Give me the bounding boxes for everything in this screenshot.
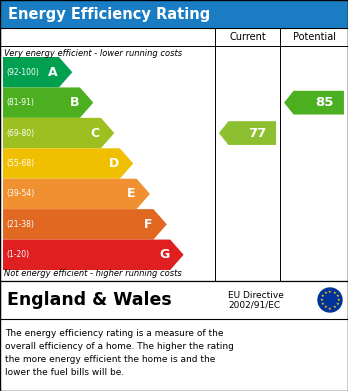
Text: Very energy efficient - lower running costs: Very energy efficient - lower running co…: [4, 48, 182, 57]
Text: ★: ★: [321, 294, 325, 298]
Text: (92-100): (92-100): [6, 68, 39, 77]
Polygon shape: [219, 121, 276, 145]
Text: E: E: [127, 187, 136, 201]
Text: ★: ★: [328, 289, 332, 294]
Text: Potential: Potential: [293, 32, 335, 42]
Polygon shape: [3, 118, 114, 148]
Text: Not energy efficient - higher running costs: Not energy efficient - higher running co…: [4, 269, 182, 278]
Text: Energy Efficiency Rating: Energy Efficiency Rating: [8, 7, 210, 22]
Text: (69-80): (69-80): [6, 129, 34, 138]
Text: D: D: [109, 157, 119, 170]
Text: ★: ★: [328, 307, 332, 310]
Text: ★: ★: [321, 302, 325, 306]
Bar: [0, 28, 348, 281]
Polygon shape: [284, 91, 344, 115]
Text: ★: ★: [337, 298, 340, 302]
Text: F: F: [144, 218, 152, 231]
Polygon shape: [3, 209, 167, 240]
Text: ★: ★: [319, 298, 323, 302]
Polygon shape: [3, 88, 93, 118]
Polygon shape: [3, 57, 72, 88]
Text: ★: ★: [335, 294, 339, 298]
Text: C: C: [91, 127, 100, 140]
Text: G: G: [159, 248, 169, 261]
Text: (21-38): (21-38): [6, 220, 34, 229]
Text: (55-68): (55-68): [6, 159, 34, 168]
Bar: [0, 281, 348, 319]
Text: Current: Current: [229, 32, 266, 42]
Polygon shape: [3, 240, 184, 270]
Text: ★: ★: [335, 302, 339, 306]
Text: A: A: [48, 66, 58, 79]
Text: ★: ★: [332, 305, 336, 309]
Text: 85: 85: [315, 96, 333, 109]
Text: 77: 77: [248, 127, 266, 140]
Text: ★: ★: [324, 305, 327, 309]
Text: EU Directive: EU Directive: [228, 291, 284, 300]
Polygon shape: [3, 148, 133, 179]
Circle shape: [318, 288, 342, 312]
Text: 2002/91/EC: 2002/91/EC: [228, 301, 280, 310]
Text: (1-20): (1-20): [6, 250, 29, 259]
Text: B: B: [69, 96, 79, 109]
Text: (39-54): (39-54): [6, 189, 34, 198]
Text: (81-91): (81-91): [6, 98, 34, 107]
Bar: [0, 0, 348, 28]
Text: ★: ★: [332, 291, 336, 295]
Polygon shape: [3, 179, 150, 209]
Text: ★: ★: [324, 291, 327, 295]
Text: The energy efficiency rating is a measure of the
overall efficiency of a home. T: The energy efficiency rating is a measur…: [5, 329, 234, 377]
Text: England & Wales: England & Wales: [7, 291, 172, 309]
